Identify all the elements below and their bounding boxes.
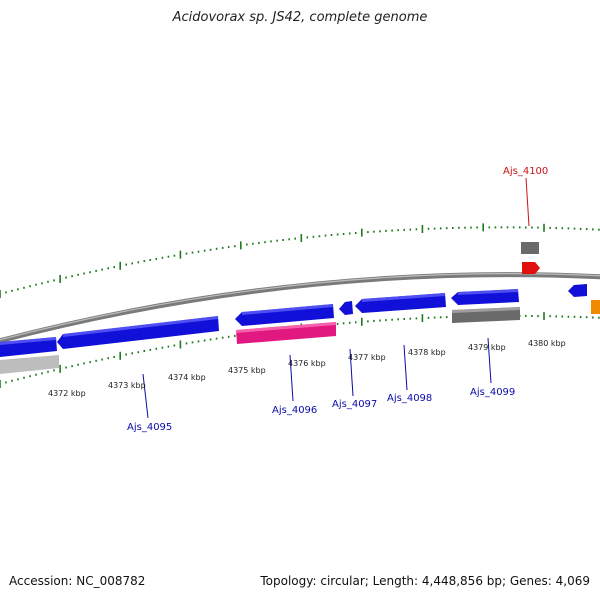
genome-backbone-highlight: [0, 273, 600, 341]
gene-feature-right-blue[interactable]: [568, 284, 587, 297]
gene-label-ajs4098[interactable]: Ajs_4098: [387, 393, 432, 404]
kbp-label: 4375 kbp: [228, 366, 266, 375]
kbp-label: 4377 kbp: [348, 353, 386, 362]
gene-labels: Ajs_4095 Ajs_4096 Ajs_4097 Ajs_4098 Ajs_…: [127, 166, 548, 433]
kbp-label: 4372 kbp: [48, 389, 86, 398]
gene-label-ajs4097[interactable]: Ajs_4097: [332, 399, 377, 410]
genome-title: Acidovorax sp. JS42, complete genome: [172, 10, 428, 25]
kbp-label: 4373 kbp: [108, 381, 146, 390]
gene-label-ajs4096[interactable]: Ajs_4096: [272, 405, 317, 416]
gene-feature-lightgray[interactable]: [0, 355, 59, 374]
topology-summary: Topology: circular; Length: 4,448,856 bp…: [260, 574, 590, 588]
gene-feature-ajs4100[interactable]: [522, 262, 540, 274]
upper-tick-track: [0, 223, 600, 298]
kbp-labels: 4372 kbp 4373 kbp 4374 kbp 4375 kbp 4376…: [48, 339, 566, 398]
lower-tick-track: [0, 312, 600, 388]
kbp-label: 4379 kbp: [468, 343, 506, 352]
kbp-label: 4374 kbp: [168, 373, 206, 382]
gene-feature-pink[interactable]: [236, 322, 336, 344]
gene-feature-orange[interactable]: [591, 300, 600, 314]
gene-feature-blue-3[interactable]: [235, 304, 334, 326]
genome-backbone: [0, 272, 600, 344]
gene-features: [0, 242, 600, 374]
gene-feature-blue-2[interactable]: [57, 316, 219, 349]
gene-label-ajs4099[interactable]: Ajs_4099: [470, 387, 515, 398]
kbp-label: 4378 kbp: [408, 348, 446, 357]
accession-text: Accession: NC_008782: [9, 574, 146, 588]
label-leader-lines: [142, 177, 530, 419]
gene-feature-gray[interactable]: [521, 242, 539, 254]
gene-label-ajs4100[interactable]: Ajs_4100: [503, 166, 548, 177]
kbp-label: 4380 kbp: [528, 339, 566, 348]
gene-label-ajs4095[interactable]: Ajs_4095: [127, 422, 172, 433]
gene-feature-blue-4[interactable]: [339, 301, 353, 315]
kbp-label: 4376 kbp: [288, 359, 326, 368]
